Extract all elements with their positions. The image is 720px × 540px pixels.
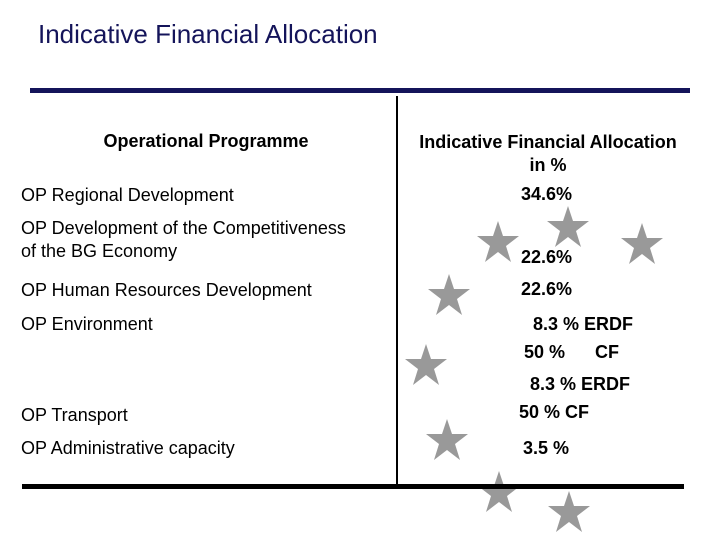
allocation-administrative-capacity: 3.5 % (523, 438, 570, 458)
star-icon (548, 491, 590, 532)
top-divider (30, 88, 690, 93)
allocation-competitiveness: 22.6% (521, 247, 573, 267)
column-header-programme: Operational Programme (103, 131, 309, 151)
programme-competitiveness: OP Development of the Competitiveness of… (21, 217, 346, 263)
programme-environment: OP Environment (21, 314, 153, 334)
star-icon (428, 274, 470, 315)
page-title: Indicative Financial Allocation (38, 19, 378, 49)
star-icon (621, 223, 663, 264)
star-icon (426, 419, 468, 460)
star-icon (547, 206, 589, 247)
column-divider (396, 96, 398, 484)
programme-administrative-capacity: OP Administrative capacity (21, 438, 235, 458)
star-icon (405, 344, 447, 385)
programme-competitiveness-line1: OP Development of the Competitiveness (21, 218, 346, 238)
allocation-transport-erdf: 8.3 % ERDF (530, 374, 631, 394)
column-header-allocation: Indicative Financial Allocation in % (400, 131, 696, 177)
column-header-allocation-line2: in % (529, 155, 567, 175)
programme-competitiveness-line2: of the BG Economy (21, 241, 178, 261)
programme-human-resources: OP Human Resources Development (21, 280, 312, 300)
allocation-human-resources: 22.6% (521, 279, 573, 299)
allocation-regional-development: 34.6% (521, 184, 573, 204)
star-icon (477, 221, 519, 262)
column-header-allocation-line1: Indicative Financial Allocation (419, 132, 677, 152)
star-icon (478, 471, 520, 512)
programme-regional-development: OP Regional Development (21, 185, 234, 205)
allocation-transport-cf: 50 % CF (519, 402, 590, 422)
allocation-environment-erdf: 8.3 % ERDF (533, 314, 634, 334)
bottom-divider (22, 484, 684, 489)
programme-transport: OP Transport (21, 405, 128, 425)
allocation-environment-cf: 50 % CF (524, 342, 620, 362)
